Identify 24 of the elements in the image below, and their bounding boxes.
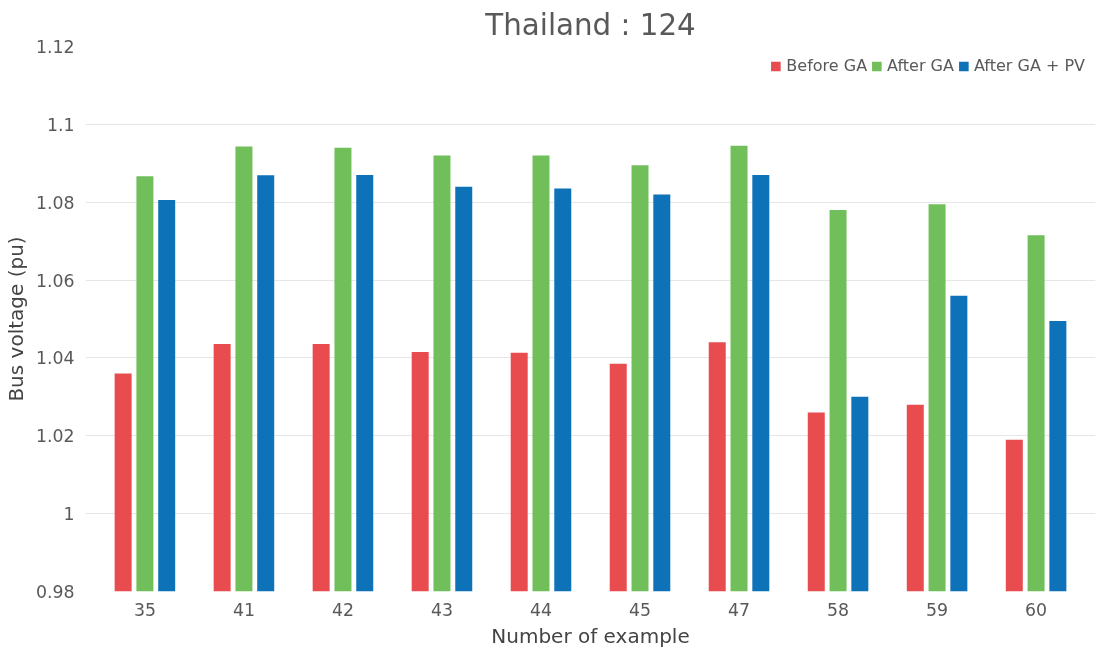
x-tick-label: 35 [133, 599, 156, 620]
x-tick-label: 59 [926, 599, 949, 620]
y-tick-label: 1.1 [46, 114, 75, 135]
x-tick-label: 43 [430, 599, 454, 620]
y-tick-label: 1.12 [35, 37, 75, 57]
y-tick-label: 1 [63, 504, 75, 525]
x-tick-label: 42 [331, 599, 354, 620]
x-tick-label: 41 [232, 599, 255, 620]
x-tick-label: 58 [827, 599, 850, 620]
chart-title: Thailand : 124 [484, 7, 696, 42]
x-tick-label: 60 [1025, 599, 1048, 620]
x-tick-label: 45 [628, 599, 652, 620]
legend-label: Before GA [786, 56, 868, 75]
y-tick-label: 1.02 [35, 426, 75, 447]
y-tick-label: 1.04 [35, 348, 75, 369]
y-tick-label: 1.08 [35, 192, 75, 213]
legend-label: After GA + PV [973, 56, 1085, 75]
x-tick-label: 47 [728, 599, 751, 620]
y-tick-label: 0.98 [35, 582, 75, 602]
x-axis-title: Number of example [491, 623, 690, 648]
x-tick-label: 44 [529, 599, 553, 620]
y-axis-title: Bus voltage (pu) [3, 236, 28, 402]
legend-label: After GA [887, 56, 954, 75]
y-tick-label: 1.06 [35, 270, 75, 291]
